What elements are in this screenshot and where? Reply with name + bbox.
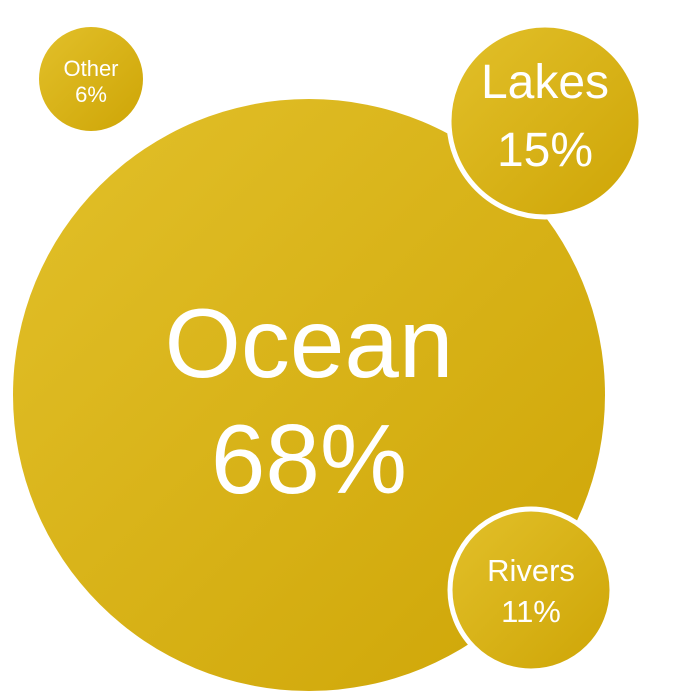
bubble-rivers-label: Rivers: [487, 553, 575, 588]
bubble-rivers-value: 11%: [501, 594, 561, 629]
bubble-rivers: Rivers 11%: [447, 506, 615, 674]
bubble-lakes: Lakes 15%: [446, 22, 644, 220]
bubble-lakes-label: Lakes: [481, 56, 609, 109]
bubble-other-label: Other: [63, 56, 118, 81]
bubble-ocean-circle: [13, 99, 605, 691]
bubble-lakes-circle: [446, 22, 644, 220]
bubble-rivers-circle: [447, 506, 615, 674]
bubble-lakes-value: 15%: [497, 124, 593, 177]
bubble-ocean-label: Ocean: [165, 288, 454, 398]
bubble-other-value: 6%: [75, 82, 107, 107]
bubble-other-circle: [39, 27, 143, 131]
bubble-ocean-value: 68%: [211, 404, 407, 514]
